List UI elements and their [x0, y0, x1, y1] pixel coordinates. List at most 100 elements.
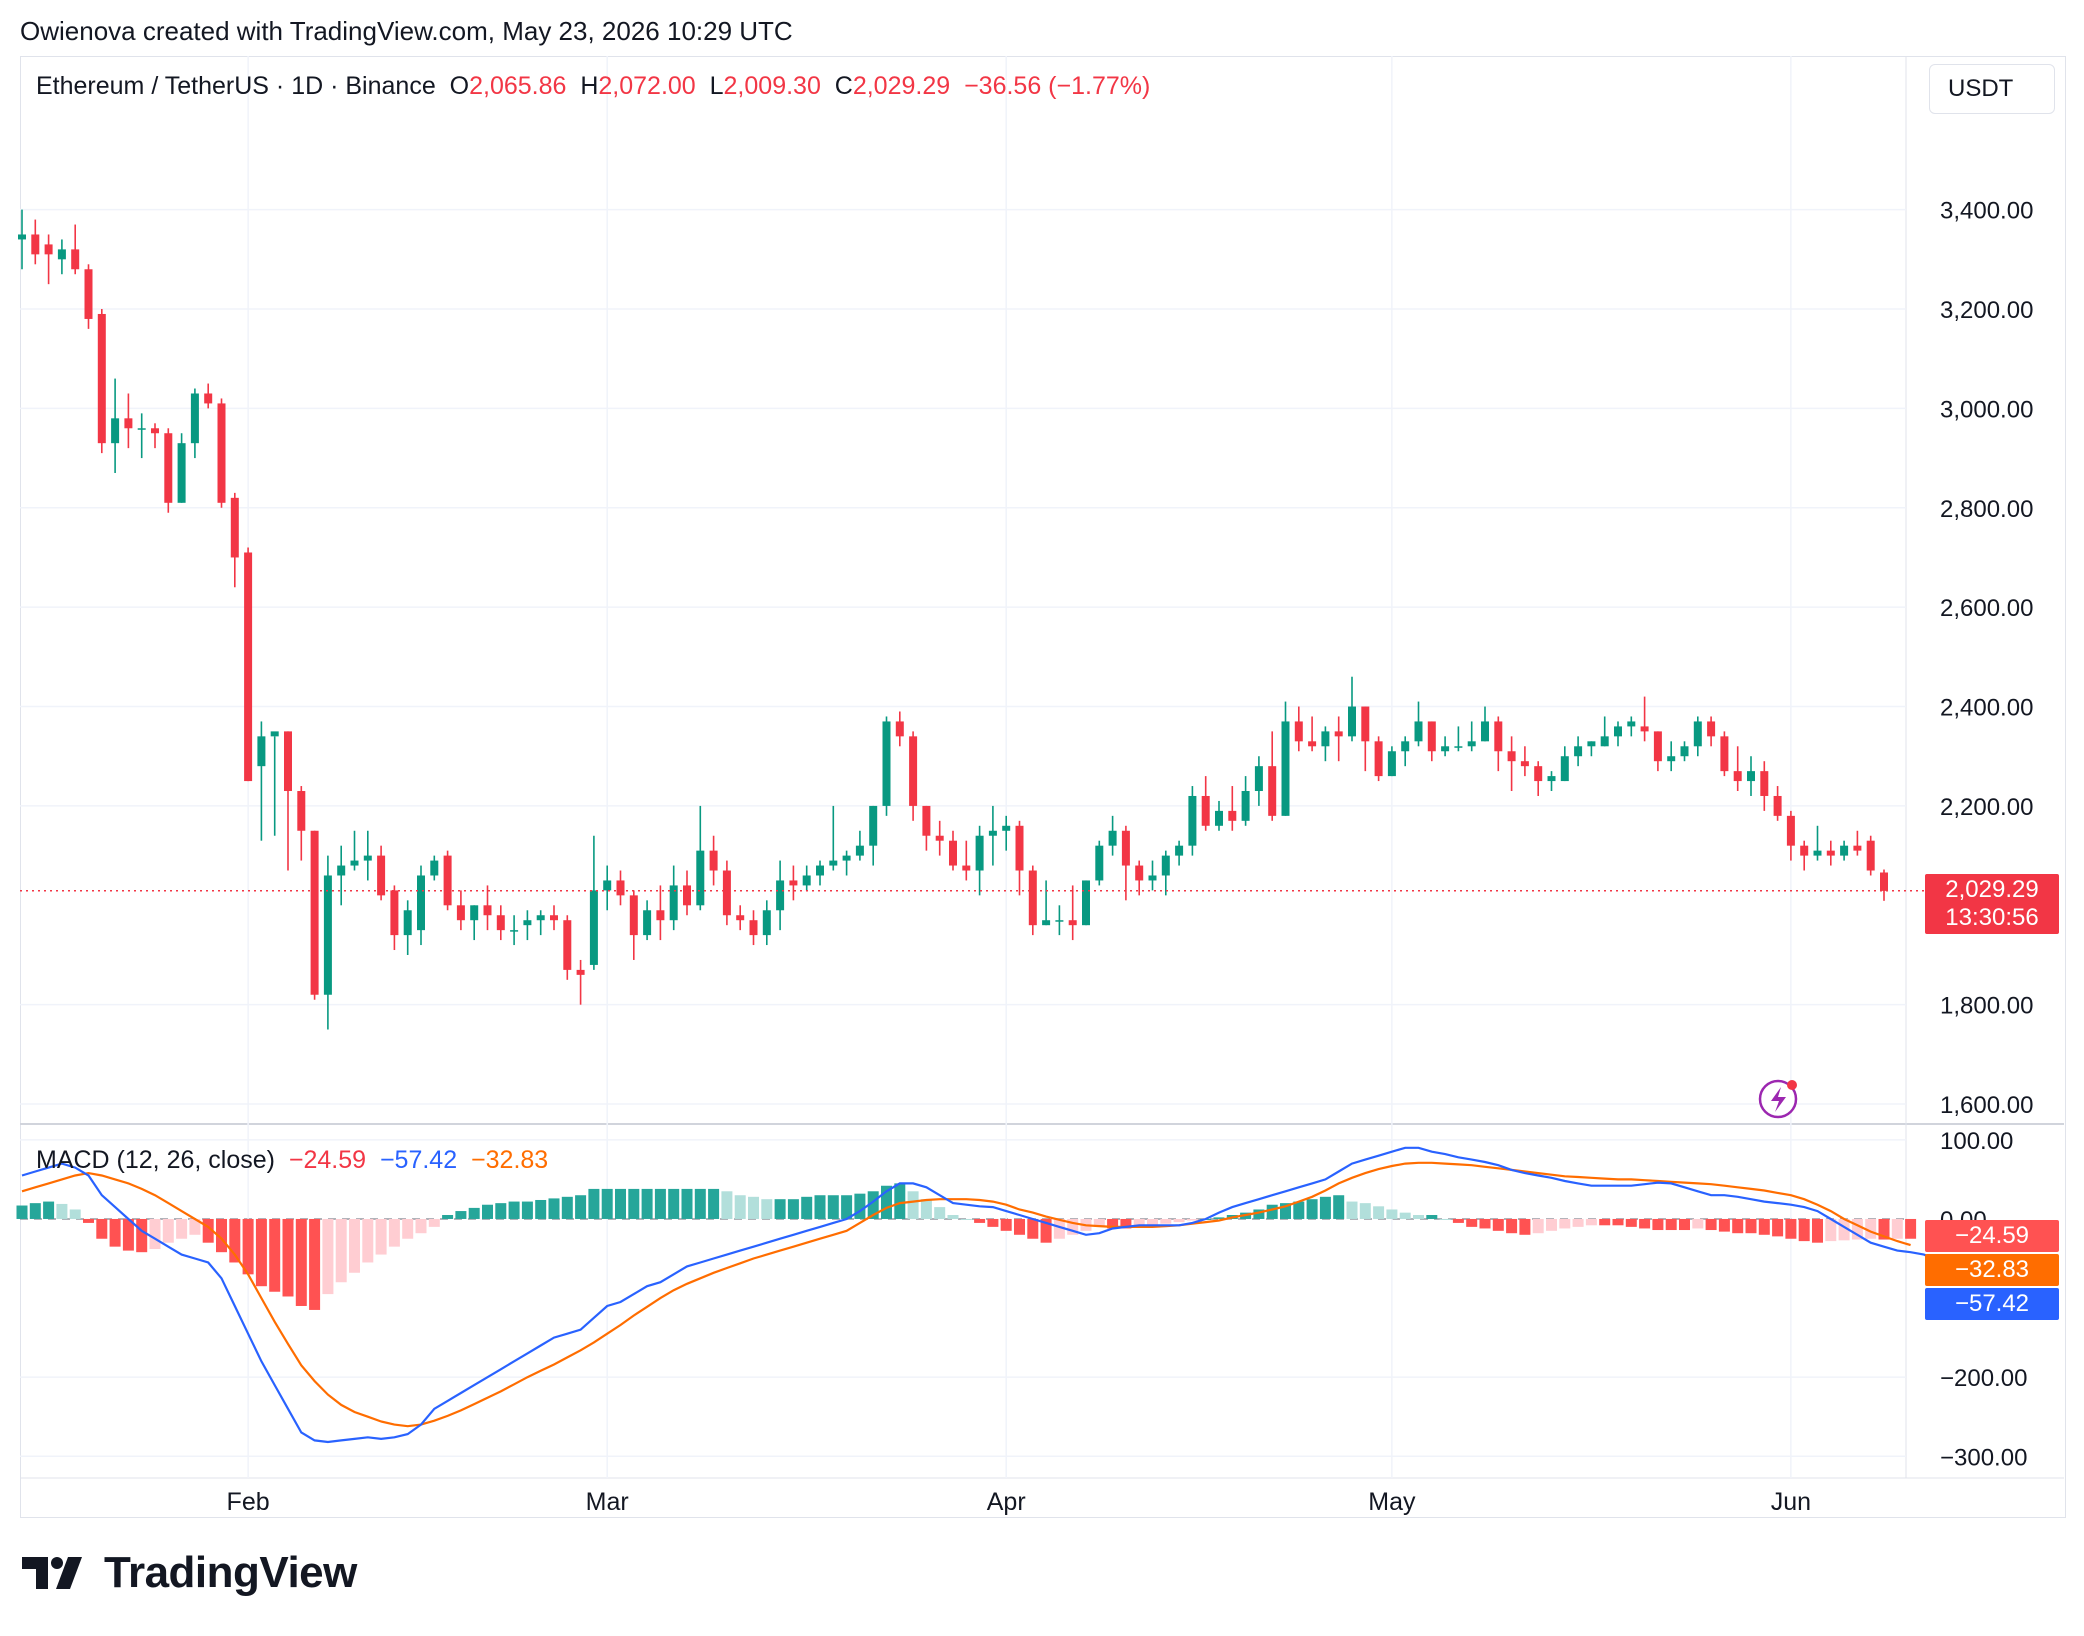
- macd-histogram-bar: [588, 1188, 600, 1219]
- macd-histogram-bar: [920, 1199, 932, 1219]
- candle-body: [909, 736, 918, 806]
- candle-body: [190, 393, 199, 444]
- candle-body: [603, 880, 612, 891]
- lightning-icon[interactable]: [1758, 1079, 1798, 1119]
- macd-histogram-bar: [1519, 1218, 1531, 1235]
- macd-histogram-bar: [375, 1218, 387, 1255]
- candle-body: [656, 910, 665, 921]
- macd-histogram-bar: [1093, 1218, 1105, 1227]
- macd-histogram-bar: [1785, 1218, 1797, 1239]
- macd-histogram-bar: [335, 1218, 347, 1283]
- macd-histogram-bar: [1280, 1203, 1291, 1219]
- symbol-name: Ethereum / TetherUS · 1D · Binance: [36, 72, 436, 100]
- macd-histogram-bar: [176, 1218, 188, 1239]
- macd-histogram-bar: [960, 1218, 972, 1220]
- candle-body: [1720, 736, 1729, 772]
- price-tick-label: 1,800.00: [1940, 993, 2033, 1020]
- macd-histogram-bar: [1373, 1206, 1385, 1219]
- macd-histogram-bar: [1439, 1218, 1451, 1220]
- candle-body: [895, 721, 904, 737]
- candle-body: [922, 805, 931, 836]
- macd-histogram-bar: [947, 1215, 959, 1219]
- macd-histogram-bar: [867, 1191, 879, 1219]
- candle-body: [842, 855, 851, 861]
- macd-histogram-bar: [854, 1193, 866, 1219]
- candle-body: [1441, 746, 1450, 752]
- last-price-value: 2,029.29: [1945, 876, 2039, 903]
- macd-legend-macd: −57.42: [379, 1146, 458, 1174]
- candle-body: [1600, 736, 1609, 747]
- candle-body: [31, 234, 40, 255]
- macd-histogram-bar: [1067, 1218, 1079, 1235]
- candle-body: [1042, 920, 1051, 926]
- candle-body: [1082, 880, 1090, 926]
- macd-histogram-bar: [482, 1204, 493, 1219]
- candle-body: [1348, 706, 1356, 737]
- candle-body: [589, 890, 598, 965]
- candle-body: [18, 234, 26, 240]
- macd-histogram-bar: [548, 1198, 560, 1219]
- candle-body: [1108, 830, 1117, 846]
- tradingview-logo[interactable]: TradingView: [22, 1548, 357, 1598]
- candle-body: [84, 269, 93, 319]
- macd-histogram-bar: [748, 1196, 759, 1219]
- macd-histogram-bar: [1679, 1218, 1690, 1231]
- candle-body: [57, 249, 66, 260]
- macd-histogram-bar: [1572, 1218, 1584, 1227]
- candle-body: [709, 850, 718, 871]
- macd-histogram-bar: [189, 1218, 201, 1235]
- macd-histogram-bar: [1147, 1218, 1158, 1226]
- macd-histogram-bar: [16, 1205, 28, 1219]
- macd-histogram-bar: [601, 1188, 613, 1219]
- macd-histogram-bar: [907, 1191, 919, 1219]
- macd-histogram-bar: [1266, 1204, 1278, 1219]
- candle-body: [576, 969, 585, 975]
- macd-histogram-bar: [1027, 1218, 1039, 1239]
- macd-histogram-bar: [1812, 1218, 1823, 1243]
- candle-body: [1693, 721, 1702, 747]
- macd-histogram-bar: [1891, 1218, 1903, 1239]
- candle-body: [869, 805, 878, 846]
- candle-body: [736, 915, 745, 921]
- macd-histogram-bar: [1559, 1218, 1571, 1229]
- currency-button[interactable]: USDT: [1929, 64, 2055, 114]
- macd-histogram-bar: [1625, 1218, 1637, 1227]
- macd-histogram-bar: [521, 1201, 533, 1219]
- macd-histogram-bar: [641, 1188, 653, 1219]
- candle-body: [230, 497, 239, 558]
- macd-tick-label: −200.00: [1940, 1365, 2027, 1392]
- macd-histogram-bar: [1639, 1218, 1651, 1229]
- macd-histogram-bar: [1293, 1201, 1305, 1219]
- macd-legend-label: MACD (12, 26, close): [36, 1146, 275, 1174]
- macd-histogram-bar: [1665, 1218, 1677, 1231]
- macd-histogram-bar: [1053, 1218, 1065, 1239]
- macd-histogram-bar: [1492, 1218, 1504, 1231]
- macd-histogram-bar: [814, 1195, 826, 1219]
- candle-body: [1534, 766, 1543, 782]
- candle-body: [776, 880, 785, 911]
- macd-histogram-bar: [894, 1183, 906, 1219]
- candle-body: [1733, 771, 1742, 782]
- candle-body: [443, 855, 452, 906]
- candle-body: [816, 865, 824, 876]
- macd-histogram-bar: [149, 1218, 161, 1250]
- low-label: L: [709, 72, 724, 100]
- macd-histogram-bar: [881, 1185, 892, 1219]
- candle-body: [1201, 795, 1210, 826]
- time-tick-label: Feb: [227, 1488, 270, 1516]
- candle-body: [390, 890, 399, 936]
- macd-histogram-bar: [56, 1203, 68, 1219]
- macd-histogram-bar: [83, 1218, 94, 1223]
- candle-body: [1614, 726, 1622, 737]
- candle-body: [1414, 721, 1423, 742]
- candle-body: [456, 905, 465, 921]
- macd-histogram-bar: [1213, 1217, 1225, 1219]
- macd-histogram-bar: [322, 1218, 334, 1295]
- candle-body: [1401, 741, 1410, 752]
- candle-body: [1786, 815, 1795, 846]
- macd-histogram-bar: [1599, 1218, 1611, 1226]
- macd-histogram-bar: [987, 1218, 999, 1227]
- macd-histogram-bar: [1758, 1218, 1770, 1235]
- candle-body: [1294, 721, 1303, 742]
